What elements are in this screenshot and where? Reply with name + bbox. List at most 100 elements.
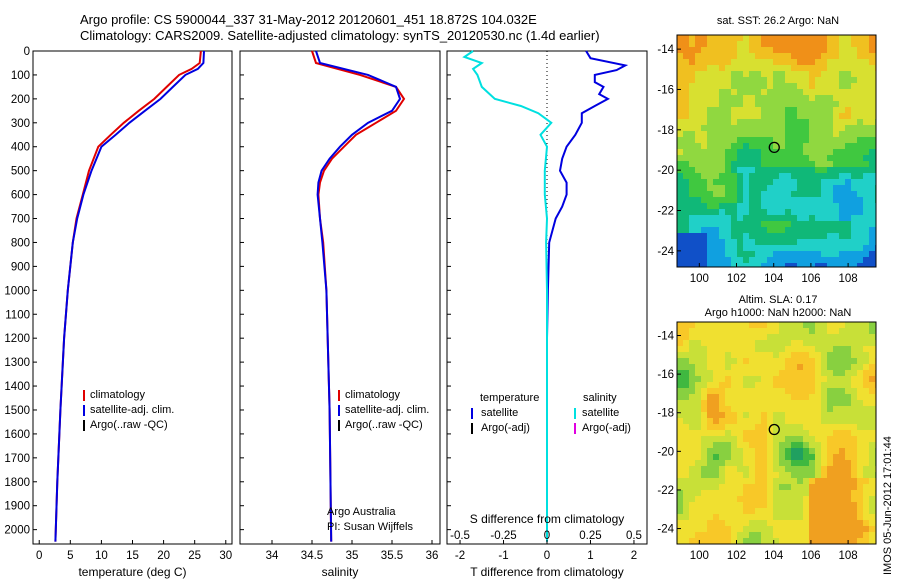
map-cell bbox=[791, 173, 797, 179]
map-cell bbox=[761, 257, 767, 263]
map-cell bbox=[785, 466, 791, 472]
map-cell bbox=[731, 107, 737, 113]
map-cell bbox=[689, 251, 695, 257]
map-cell bbox=[731, 538, 737, 544]
map-cell bbox=[863, 454, 869, 460]
map-cell bbox=[719, 526, 725, 532]
map-cell bbox=[809, 328, 815, 334]
map-cell bbox=[803, 161, 809, 167]
map-cell bbox=[755, 532, 761, 538]
map-cell bbox=[737, 448, 743, 454]
map-cell bbox=[767, 233, 773, 239]
map-cell bbox=[767, 101, 773, 107]
map-cell bbox=[695, 328, 701, 334]
map-cell bbox=[755, 388, 761, 394]
map-cell bbox=[833, 520, 839, 526]
map-cell bbox=[743, 346, 749, 352]
map-cell bbox=[749, 472, 755, 478]
map-cell bbox=[701, 41, 707, 47]
map-cell bbox=[869, 394, 875, 400]
map-cell bbox=[821, 95, 827, 101]
map-cell bbox=[731, 101, 737, 107]
map-cell bbox=[779, 59, 785, 65]
map-cell bbox=[803, 137, 809, 143]
map-cell bbox=[743, 251, 749, 257]
map-cell bbox=[683, 35, 689, 41]
map-cell bbox=[809, 137, 815, 143]
map-cell bbox=[815, 89, 821, 95]
map-cell bbox=[713, 203, 719, 209]
map-cell bbox=[743, 484, 749, 490]
map-cell bbox=[803, 514, 809, 520]
map-cell bbox=[809, 400, 815, 406]
map-cell bbox=[851, 472, 857, 478]
map-cell bbox=[857, 137, 863, 143]
map-cell bbox=[809, 418, 815, 424]
map-cell bbox=[755, 53, 761, 59]
map-cell bbox=[689, 167, 695, 173]
map-cell bbox=[785, 460, 791, 466]
map-cell bbox=[851, 418, 857, 424]
map-cell bbox=[845, 526, 851, 532]
map-cell bbox=[695, 53, 701, 59]
map-cell bbox=[785, 107, 791, 113]
map-cell bbox=[815, 209, 821, 215]
map-cell bbox=[725, 508, 731, 514]
map-cell bbox=[857, 436, 863, 442]
map-cell bbox=[683, 448, 689, 454]
map-cell bbox=[821, 65, 827, 71]
map-cell bbox=[725, 191, 731, 197]
map-cell bbox=[719, 466, 725, 472]
map-cell bbox=[833, 460, 839, 466]
map-cell bbox=[791, 382, 797, 388]
map-cell bbox=[803, 346, 809, 352]
map-cell bbox=[803, 538, 809, 544]
map-cell bbox=[677, 538, 683, 544]
map-cell bbox=[707, 538, 713, 544]
map-cell bbox=[689, 239, 695, 245]
map-cell bbox=[851, 346, 857, 352]
map-cell bbox=[695, 233, 701, 239]
map-cell bbox=[773, 119, 779, 125]
map-cell bbox=[821, 406, 827, 412]
map-cell bbox=[797, 460, 803, 466]
map-cell bbox=[701, 191, 707, 197]
map-cell bbox=[785, 53, 791, 59]
map-cell bbox=[833, 221, 839, 227]
map-cell bbox=[725, 358, 731, 364]
map-cell bbox=[719, 119, 725, 125]
map-cell bbox=[683, 47, 689, 53]
map-cell bbox=[779, 376, 785, 382]
map-cell bbox=[797, 59, 803, 65]
map-cell bbox=[791, 370, 797, 376]
map-cell bbox=[845, 221, 851, 227]
map-cell bbox=[701, 65, 707, 71]
map-cell bbox=[815, 376, 821, 382]
map-cell bbox=[851, 508, 857, 514]
map-cell bbox=[845, 466, 851, 472]
map-cell bbox=[851, 532, 857, 538]
map-cell bbox=[701, 245, 707, 251]
map-cell bbox=[743, 107, 749, 113]
map-cell bbox=[683, 358, 689, 364]
map-cell bbox=[797, 472, 803, 478]
map-cell bbox=[713, 376, 719, 382]
map-cell bbox=[755, 514, 761, 520]
map-cell bbox=[815, 532, 821, 538]
map-cell bbox=[827, 484, 833, 490]
map-cell bbox=[767, 328, 773, 334]
map-cell bbox=[773, 215, 779, 221]
map-cell bbox=[707, 65, 713, 71]
map-cell bbox=[833, 418, 839, 424]
map-cell bbox=[809, 65, 815, 71]
map-cell bbox=[845, 257, 851, 263]
map-cell bbox=[785, 358, 791, 364]
map-cell bbox=[773, 185, 779, 191]
map-cell bbox=[773, 155, 779, 161]
map-cell bbox=[755, 125, 761, 131]
map-cell bbox=[851, 502, 857, 508]
map-cell bbox=[797, 203, 803, 209]
map-cell bbox=[863, 131, 869, 137]
map-cell bbox=[791, 520, 797, 526]
map-cell bbox=[683, 364, 689, 370]
